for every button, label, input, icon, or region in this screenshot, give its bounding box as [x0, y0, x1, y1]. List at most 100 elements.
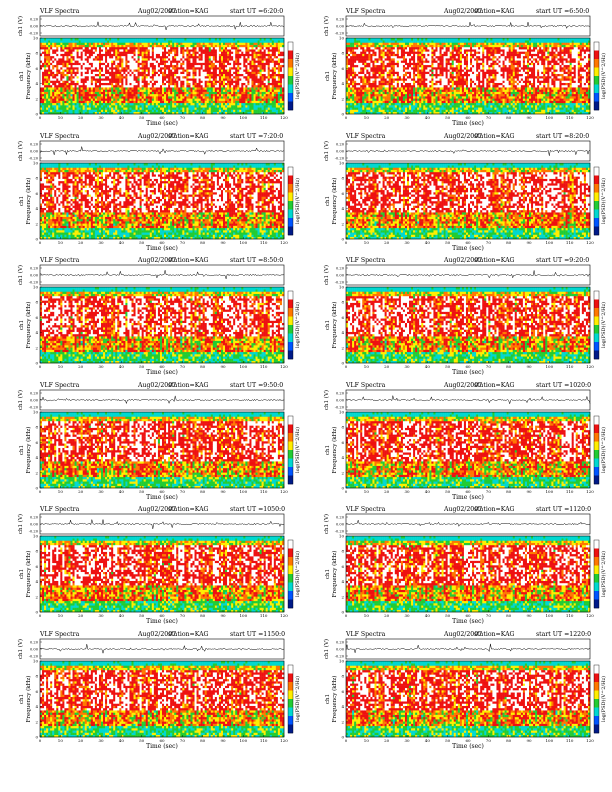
spectrogram-cell: [245, 78, 248, 81]
spectrogram-cell: [139, 80, 142, 83]
spectrogram-cell: [235, 49, 238, 52]
spectrogram-cell: [166, 40, 169, 43]
spectrogram-cell: [386, 62, 389, 66]
spectrogram-cell: [350, 67, 353, 70]
spectrogram-cell: [204, 105, 207, 108]
spectrogram-cell: [82, 80, 85, 83]
spectrogram-cell: [66, 87, 69, 90]
spectrogram-cell: [214, 64, 218, 68]
spectrogram-cell: [206, 78, 210, 81]
spectrogram-cell: [168, 46, 171, 50]
spectrogram-cell: [46, 55, 49, 59]
spectrogram-cell: [162, 89, 165, 92]
spectrogram-cell: [269, 91, 273, 95]
spectrogram-cell: [52, 111, 55, 115]
spectrogram-cell: [80, 105, 83, 108]
waveform-tick-label: -0.20: [335, 32, 345, 36]
spectrogram-cell: [239, 46, 242, 50]
spectrogram-cell: [392, 89, 396, 92]
spectrogram-cell: [210, 55, 214, 59]
spectrogram-cell: [227, 38, 230, 41]
spectrogram-cell: [109, 62, 112, 66]
spectrogram-cell: [186, 53, 189, 57]
spectrogram-cell: [257, 100, 260, 104]
spectrogram-cell: [182, 51, 185, 54]
spectrogram-cell: [135, 107, 138, 110]
spectrogram-cell: [223, 67, 226, 70]
spectrogram-cell: [249, 60, 252, 63]
spectrogram-cell: [70, 64, 73, 68]
spectrogram-cell: [247, 69, 250, 72]
spectrogram-cell: [103, 49, 106, 52]
spectrogram-cell: [170, 100, 173, 104]
spectrogram-cell: [190, 62, 193, 66]
spectrogram-cell: [170, 105, 173, 108]
spectrogram-cell: [90, 100, 94, 104]
spectrogram-cell: [257, 51, 260, 54]
spectrogram-cell: [188, 89, 191, 92]
spectrogram-cell: [202, 84, 205, 88]
spectrogram-cell: [159, 73, 163, 77]
spectrogram-cell: [107, 102, 110, 106]
spectrogram-cell: [358, 102, 361, 106]
spectrogram-cell: [364, 107, 367, 110]
spectrogram-cell: [72, 49, 75, 52]
spectrogram-cell: [98, 109, 102, 113]
spectrogram-cell: [174, 96, 177, 99]
spectrogram-cell: [105, 76, 108, 79]
spectrogram-cell: [139, 109, 142, 113]
spectrogram-cell: [127, 98, 130, 101]
spectrogram-cell: [281, 55, 285, 59]
spectrogram-cell: [348, 100, 351, 104]
spectrogram-cell: [241, 96, 244, 99]
spectrogram-cell: [82, 64, 85, 68]
spectrogram-cell: [103, 51, 106, 54]
spectrogram-cell: [223, 69, 226, 72]
spectrogram-cell: [149, 100, 153, 104]
spectrogram-cell: [159, 105, 163, 108]
spectrogram-cell: [214, 105, 218, 108]
spectrogram-cell: [101, 64, 104, 68]
spectrogram-cell: [50, 62, 53, 66]
spectrogram-cell: [145, 91, 149, 95]
spectrogram-cell: [277, 80, 281, 83]
spectrogram-cell: [107, 46, 110, 50]
spectrogram-cell: [40, 58, 43, 61]
spectrogram-cell: [40, 38, 43, 41]
spectrogram-cell: [129, 69, 132, 72]
spectrogram-cell: [139, 73, 142, 77]
spectrogram-cell: [162, 44, 165, 48]
spectrogram-cell: [251, 84, 254, 88]
spectrogram-cell: [235, 87, 238, 90]
spectrogram-cell: [206, 60, 210, 63]
spectrogram-cell: [368, 58, 371, 61]
spectrogram-cell: [273, 44, 277, 48]
spectrogram-cell: [84, 69, 88, 72]
spectrogram-cell: [62, 42, 65, 45]
spectrogram-cell: [101, 53, 104, 57]
spectrogram-cell: [107, 49, 110, 52]
spectrogram-cell: [145, 44, 149, 48]
spectrogram-cell: [214, 89, 218, 92]
spectrogram-cell: [194, 76, 197, 79]
spectrogram-cell: [214, 80, 218, 83]
spectrogram-cell: [354, 42, 357, 45]
spectrogram-cell: [143, 69, 146, 72]
spectrogram-cell: [233, 91, 236, 95]
spectrogram-cell: [374, 46, 377, 50]
spectrogram-cell: [60, 40, 63, 43]
spectrogram-cell: [182, 53, 185, 57]
spectrogram-cell: [90, 78, 94, 81]
spectrogram-cell: [184, 62, 187, 66]
spectrogram-cell: [168, 96, 171, 99]
spectrogram-cell: [186, 76, 189, 79]
spectrogram-cell: [113, 80, 116, 83]
spectrogram-cell: [56, 60, 59, 63]
spectrogram-cell: [76, 78, 79, 81]
spectrogram-cell: [46, 102, 49, 106]
spectrogram-cell: [225, 73, 228, 77]
spectrogram-cell: [168, 69, 171, 72]
spectrogram-cell: [149, 73, 153, 77]
spectrogram-cell: [352, 38, 355, 41]
spectrogram-cell: [149, 67, 153, 70]
